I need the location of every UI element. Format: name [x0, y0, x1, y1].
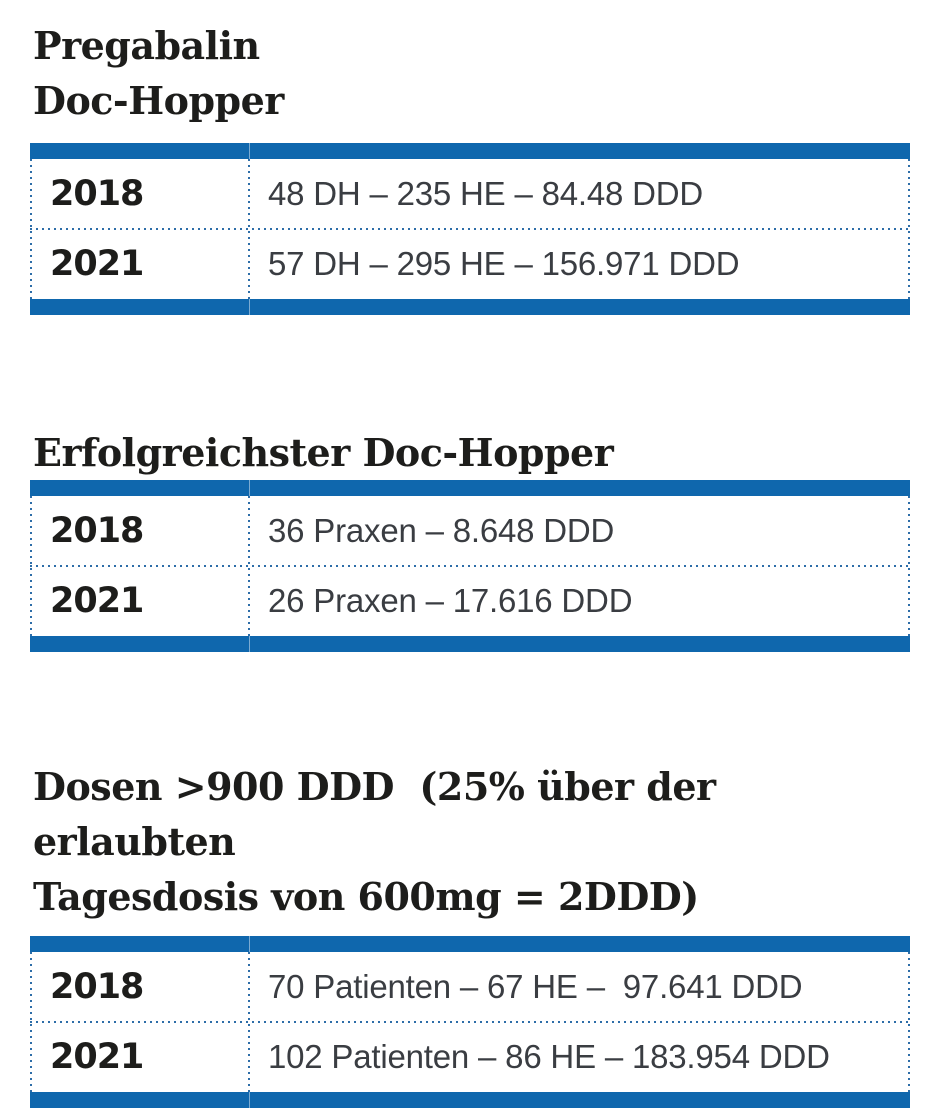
- year-cell: 2021: [50, 581, 144, 621]
- table-bottom-bar: [30, 1092, 910, 1108]
- table-top-bar: [30, 143, 910, 159]
- row-divider: [30, 565, 910, 567]
- table-top-bar: [30, 480, 910, 496]
- infographic-page: Pregabalin Doc-Hopper 2018 48 DH – 235 H…: [30, 18, 910, 1108]
- data-table: 2018 70 Patienten – 67 HE – 97.641 DDD 2…: [30, 936, 910, 1108]
- section-erfolgreichster-doc-hopper: Erfolgreichster Doc-Hopper 2018 36 Praxe…: [30, 425, 910, 652]
- section-title-line: Tagesdosis von 600mg = 2DDD): [33, 874, 699, 919]
- value-cell: 36 Praxen – 8.648 DDD: [268, 512, 615, 549]
- section-title: Erfolgreichster Doc-Hopper: [33, 425, 910, 480]
- year-cell: 2018: [50, 967, 144, 1007]
- value-cell: 57 DH – 295 HE – 156.971 DDD: [268, 245, 740, 282]
- table-rows: 2018 70 Patienten – 67 HE – 97.641 DDD 2…: [30, 952, 910, 1092]
- table-row: 2018 48 DH – 235 HE – 84.48 DDD: [30, 159, 910, 229]
- section-title-line: Doc-Hopper: [33, 78, 284, 123]
- table-bottom-bar: [30, 636, 910, 652]
- table-rows: 2018 48 DH – 235 HE – 84.48 DDD 2021 57 …: [30, 159, 910, 299]
- table-row: 2018 36 Praxen – 8.648 DDD: [30, 496, 910, 566]
- value-cell: 70 Patienten – 67 HE – 97.641 DDD: [268, 968, 803, 1005]
- section-title-line: Pregabalin: [33, 23, 260, 68]
- value-cell: 26 Praxen – 17.616 DDD: [268, 582, 633, 619]
- row-divider: [30, 1021, 910, 1023]
- value-cell: 102 Patienten – 86 HE – 183.954 DDD: [268, 1038, 830, 1075]
- year-cell: 2018: [50, 174, 144, 214]
- row-divider: [30, 228, 910, 230]
- year-cell: 2021: [50, 1037, 144, 1077]
- section-title: Dosen >900 DDD (25% über der erlaubten T…: [33, 759, 910, 924]
- table-row: 2021 102 Patienten – 86 HE – 183.954 DDD: [30, 1022, 910, 1092]
- data-table: 2018 36 Praxen – 8.648 DDD 2021 26 Praxe…: [30, 480, 910, 652]
- value-cell: 48 DH – 235 HE – 84.48 DDD: [268, 175, 704, 212]
- table-row: 2021 57 DH – 295 HE – 156.971 DDD: [30, 229, 910, 299]
- table-rows: 2018 36 Praxen – 8.648 DDD 2021 26 Praxe…: [30, 496, 910, 636]
- data-table: 2018 48 DH – 235 HE – 84.48 DDD 2021 57 …: [30, 143, 910, 315]
- section-dosen-ueber-900-ddd: Dosen >900 DDD (25% über der erlaubten T…: [30, 759, 910, 1108]
- table-top-bar: [30, 936, 910, 952]
- table-row: 2021 26 Praxen – 17.616 DDD: [30, 566, 910, 636]
- table-bottom-bar: [30, 299, 910, 315]
- section-title-line: Dosen >900 DDD (25% über der erlaubten: [33, 764, 716, 864]
- year-cell: 2018: [50, 511, 144, 551]
- table-row: 2018 70 Patienten – 67 HE – 97.641 DDD: [30, 952, 910, 1022]
- year-cell: 2021: [50, 244, 144, 284]
- section-pregabalin-doc-hopper: Pregabalin Doc-Hopper 2018 48 DH – 235 H…: [30, 18, 910, 315]
- section-title: Pregabalin Doc-Hopper: [33, 18, 910, 128]
- section-title-line: Erfolgreichster Doc-Hopper: [33, 430, 614, 475]
